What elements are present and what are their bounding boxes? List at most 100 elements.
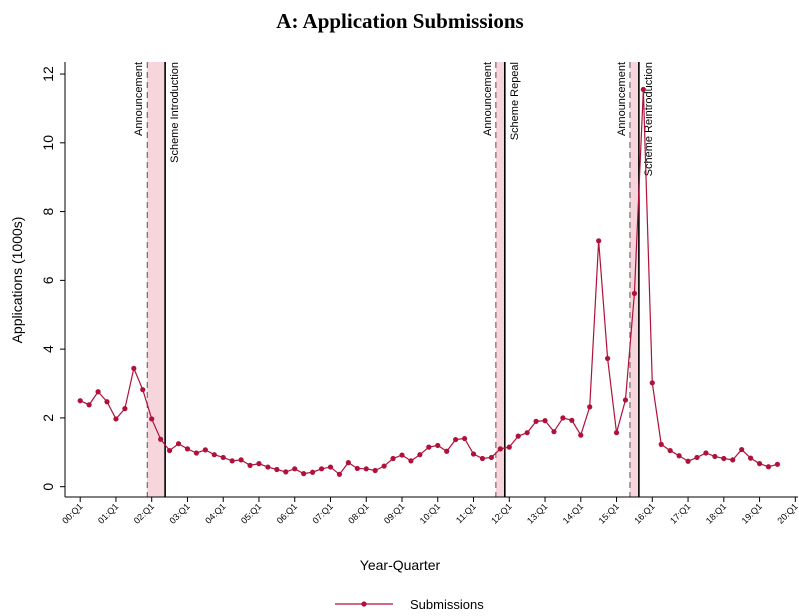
x-tick-label: 00:Q1 — [60, 501, 84, 525]
data-point — [613, 430, 620, 436]
data-point — [524, 430, 530, 436]
x-tick-label: 02:Q1 — [132, 501, 156, 525]
data-point — [265, 464, 271, 470]
data-point — [631, 290, 638, 297]
chart-title: A: Application Submissions — [276, 9, 523, 33]
data-point — [274, 466, 280, 473]
data-point — [166, 447, 173, 454]
data-point — [676, 453, 682, 459]
x-tick-label: 18:Q1 — [704, 501, 728, 525]
data-point — [292, 466, 298, 472]
data-point — [229, 458, 235, 464]
x-tick-label: 01:Q1 — [96, 501, 120, 525]
data-point — [104, 399, 110, 405]
data-point — [765, 464, 772, 470]
data-point — [140, 387, 146, 393]
x-tick-label: 03:Q1 — [167, 501, 191, 525]
x-tick-label: 07:Q1 — [310, 501, 334, 525]
x-tick-label: 19:Q1 — [740, 501, 764, 525]
data-point — [77, 398, 83, 404]
data-point — [220, 454, 226, 461]
data-point — [318, 466, 325, 472]
x-tick-label: 12:Q1 — [489, 501, 513, 525]
data-point — [488, 454, 494, 461]
x-tick-label: 16:Q1 — [632, 501, 656, 525]
data-point — [551, 429, 557, 435]
data-point — [453, 436, 459, 443]
x-tick-label: 08:Q1 — [346, 501, 370, 525]
data-point — [345, 460, 351, 466]
data-point — [122, 406, 128, 412]
data-point — [435, 442, 441, 449]
x-tick-label: 09:Q1 — [382, 501, 406, 525]
data-point — [506, 444, 512, 450]
data-point — [86, 402, 92, 408]
x-tick-label: 13:Q1 — [525, 501, 549, 525]
y-tick-label: 6 — [40, 276, 56, 284]
y-tick-label: 10 — [40, 135, 56, 151]
x-tick-label: 05:Q1 — [239, 501, 263, 525]
data-point — [658, 441, 664, 447]
data-point — [712, 453, 718, 460]
data-point — [756, 461, 763, 467]
data-point — [640, 86, 646, 93]
data-point — [560, 415, 566, 421]
data-point — [497, 446, 503, 452]
data-point — [381, 463, 387, 469]
event-label: Scheme Introduction — [169, 62, 181, 163]
data-point — [417, 452, 423, 458]
data-point — [149, 416, 155, 422]
data-point — [131, 365, 137, 371]
data-point — [399, 452, 405, 458]
data-point — [461, 435, 468, 442]
data-point — [283, 469, 289, 475]
y-tick-label: 2 — [40, 414, 56, 422]
data-point — [247, 462, 253, 468]
y-tick-label: 12 — [40, 66, 56, 82]
data-point — [774, 461, 781, 467]
x-tick-label: 15:Q1 — [597, 501, 621, 525]
data-point — [390, 455, 396, 462]
data-point — [193, 450, 200, 456]
legend-marker — [361, 601, 367, 607]
y-tick-label: 8 — [40, 207, 56, 215]
x-tick-label: 20:Q1 — [775, 501, 799, 525]
x-tick-label: 17:Q1 — [668, 501, 692, 525]
data-point — [310, 469, 316, 475]
x-tick-label: 04:Q1 — [203, 501, 227, 525]
data-point — [354, 465, 360, 472]
data-point — [184, 446, 191, 452]
data-point — [685, 458, 691, 464]
data-point — [596, 238, 602, 244]
data-point — [587, 404, 593, 410]
data-point — [211, 452, 217, 458]
data-point — [515, 433, 521, 439]
series-line — [79, 89, 778, 476]
data-point — [739, 446, 745, 453]
data-point — [158, 436, 164, 442]
event-label: Scheme Reintroduction — [643, 62, 655, 176]
data-point — [649, 380, 655, 386]
data-point — [578, 432, 584, 438]
data-point — [336, 471, 343, 477]
event-label: Scheme Repeal — [509, 62, 521, 140]
data-point — [444, 448, 450, 454]
data-point — [703, 450, 709, 456]
data-point — [95, 389, 101, 395]
data-point — [604, 355, 611, 362]
x-tick-label: 06:Q1 — [275, 501, 299, 525]
data-point — [622, 397, 629, 403]
data-point — [667, 447, 673, 454]
x-tick-label: 10:Q1 — [418, 501, 442, 525]
data-point — [721, 455, 727, 462]
shaded-span — [495, 62, 505, 497]
event-label: Announcement — [482, 62, 494, 136]
data-point — [238, 457, 244, 463]
shaded-span — [147, 62, 166, 497]
data-point — [470, 451, 477, 457]
x-tick-label: 14:Q1 — [561, 501, 585, 525]
data-point — [426, 444, 432, 450]
x-tick-label: 11:Q1 — [454, 501, 478, 525]
data-point — [202, 447, 208, 453]
